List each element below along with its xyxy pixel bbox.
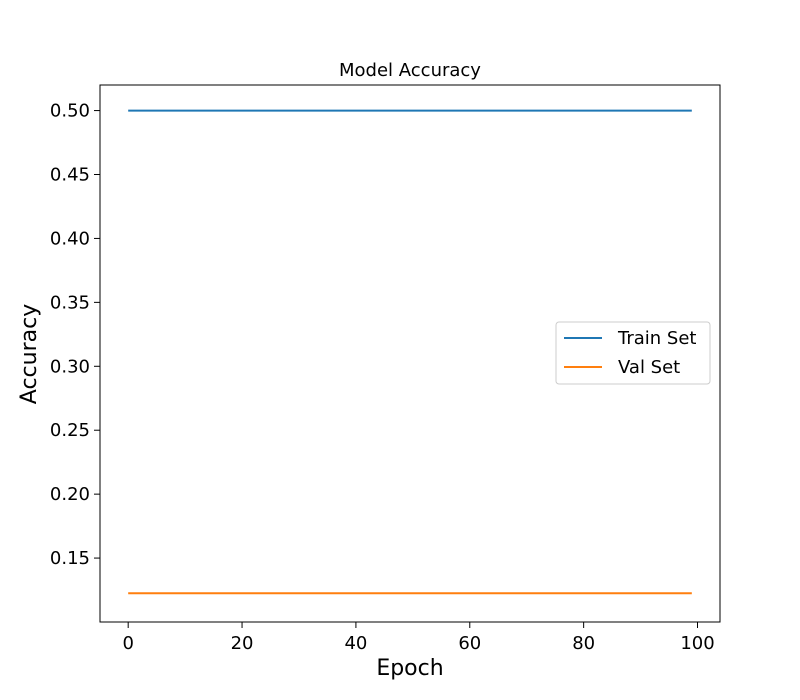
x-tick-label: 60 bbox=[458, 633, 481, 654]
y-axis-ticks: 0.15 0.20 0.25 0.30 0.35 0.40 0.45 0.50 bbox=[50, 101, 100, 569]
y-tick-label: 0.50 bbox=[50, 101, 90, 122]
y-tick-label: 0.25 bbox=[50, 420, 90, 441]
x-axis-label: Epoch bbox=[376, 656, 443, 681]
y-tick-label: 0.30 bbox=[50, 356, 90, 377]
x-tick-label: 20 bbox=[231, 633, 254, 654]
legend: Train Set Val Set bbox=[555, 321, 711, 385]
plot-frame bbox=[99, 84, 721, 623]
x-axis-ticks: 0 20 40 60 80 100 bbox=[122, 622, 715, 654]
y-tick-label: 0.40 bbox=[50, 228, 90, 249]
x-tick-label: 40 bbox=[344, 633, 367, 654]
plot-area bbox=[128, 109, 692, 595]
y-axis-label: Accuracy bbox=[17, 304, 42, 404]
x-tick-label: 100 bbox=[680, 633, 714, 654]
x-tick-label: 0 bbox=[122, 633, 133, 654]
y-tick-label: 0.45 bbox=[50, 165, 90, 186]
chart-title: Model Accuracy bbox=[339, 60, 481, 81]
x-tick-label: 80 bbox=[572, 633, 595, 654]
legend-label-2: Val Set bbox=[618, 357, 680, 378]
y-tick-label: 0.20 bbox=[50, 484, 90, 505]
legend-label-1: Train Set bbox=[617, 328, 696, 349]
y-tick-label: 0.35 bbox=[50, 292, 90, 313]
y-tick-label: 0.15 bbox=[50, 548, 90, 569]
